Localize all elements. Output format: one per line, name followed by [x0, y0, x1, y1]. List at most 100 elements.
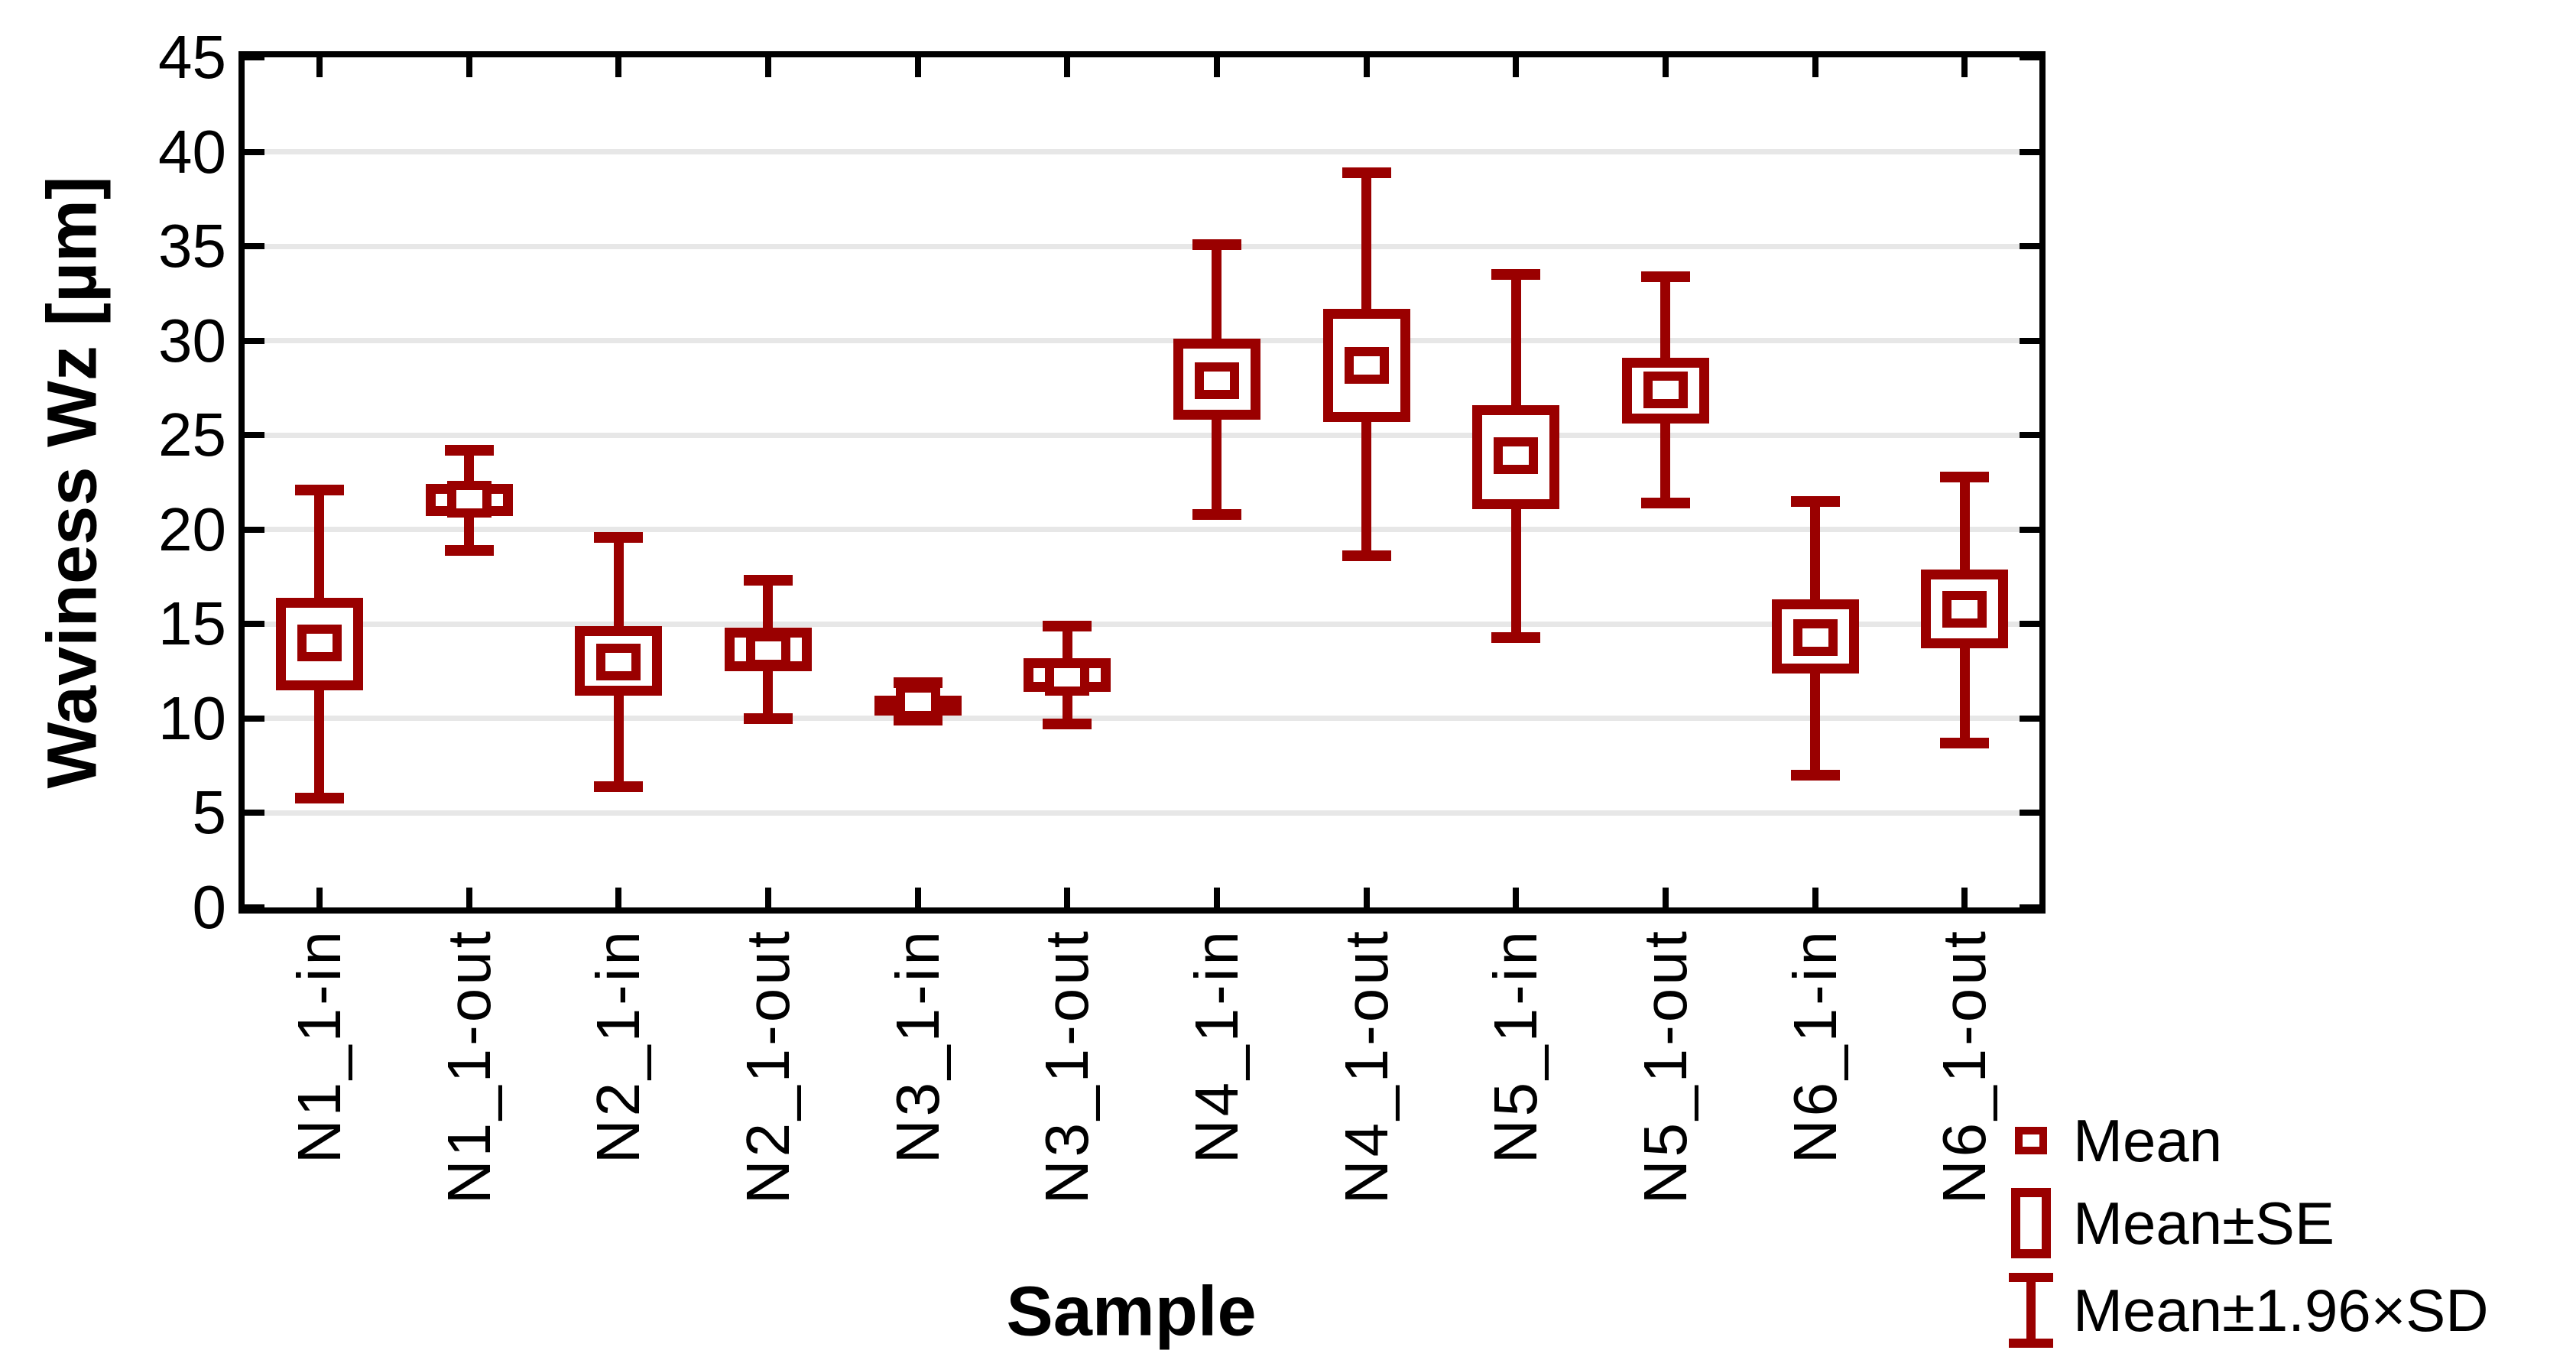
legend-mean-square-swatch [2015, 1127, 2047, 1154]
h-gridline-30 [245, 338, 2039, 344]
sd-whisker-cap-top [294, 484, 344, 495]
x-tick-label-text: N4_1-out [1332, 928, 1400, 1205]
h-gridline-10 [245, 716, 2039, 722]
sd-whisker-cap-top [1192, 239, 1241, 250]
x-tick-bottom-10 [1812, 888, 1818, 907]
sd-whisker-cap-bottom [1640, 498, 1690, 509]
x-tick-bottom-3 [764, 888, 771, 907]
y-tick-left-25 [245, 432, 264, 439]
legend-label-3: Mean±1.96×SD [2073, 1277, 2489, 1344]
legend-sd-whisker-cap-top [2009, 1273, 2053, 1282]
y-tick-left-45 [245, 54, 264, 60]
x-tick-top-8 [1513, 57, 1520, 77]
x-tick-label-text: N5_1-out [1630, 928, 1699, 1205]
x-tick-top-5 [1064, 57, 1071, 77]
h-gridline-40 [245, 149, 2039, 155]
x-tick-top-6 [1213, 57, 1220, 77]
y-tick-left-20 [245, 526, 264, 533]
mean-point [297, 625, 342, 662]
legend-sd-whisker-line [2026, 1277, 2036, 1343]
h-gridline-20 [245, 527, 2039, 533]
x-tick-top-3 [764, 57, 771, 77]
h-gridline-25 [245, 432, 2039, 438]
x-tick-top-10 [1812, 57, 1818, 77]
legend-label-2: Mean±SE [2073, 1190, 2334, 1257]
sd-whisker-cap-bottom [594, 781, 644, 792]
sd-whisker-cap-top [1940, 471, 1990, 482]
y-tick-label-30: 30 [158, 306, 226, 375]
sd-whisker-cap-top [1640, 271, 1690, 282]
x-tick-label-text: N1_1-out [434, 928, 503, 1205]
sd-whisker-cap-bottom [1192, 509, 1241, 520]
sd-whisker-cap-top [1491, 269, 1541, 281]
y-tick-left-0 [245, 904, 264, 910]
se-box [1173, 339, 1260, 420]
y-tick-right-40 [2020, 148, 2039, 155]
x-tick-bottom-9 [1662, 888, 1669, 907]
sd-whisker-cap-top [594, 531, 644, 543]
x-tick-label-text: N2_1-in [584, 928, 653, 1164]
x-axis-title-text: Sample [1006, 1272, 1257, 1351]
y-tick-label-20: 20 [158, 495, 226, 563]
mean-point [596, 643, 641, 680]
y-tick-left-30 [245, 337, 264, 344]
x-tick-bottom-11 [1961, 888, 1968, 907]
x-tick-label-text: N3_1-out [1033, 928, 1101, 1205]
se-box [1771, 599, 1859, 674]
y-tick-label-5: 5 [192, 778, 227, 847]
sd-whisker-cap-bottom [1491, 631, 1541, 643]
h-gridline-35 [245, 243, 2039, 249]
mean-point [1643, 371, 1688, 408]
x-tick-bottom-6 [1213, 888, 1220, 907]
sd-whisker-cap-bottom [1790, 770, 1840, 781]
y-tick-label-35: 35 [158, 212, 226, 281]
x-tick-top-11 [1961, 57, 1968, 77]
x-tick-bottom-5 [1064, 888, 1071, 907]
plot-frame [238, 51, 2046, 914]
mean-point [745, 631, 790, 669]
sd-whisker-cap-top [1342, 167, 1391, 178]
y-tick-right-15 [2020, 621, 2039, 628]
y-tick-right-10 [2020, 715, 2039, 722]
mean-point [1194, 362, 1239, 399]
mean-point [1045, 658, 1090, 696]
sd-whisker-cap-bottom [743, 712, 793, 724]
sd-whisker-cap-top [1790, 495, 1840, 507]
mean-point [1344, 346, 1389, 384]
y-tick-right-35 [2020, 243, 2039, 250]
y-tick-label-10: 10 [158, 683, 226, 752]
mean-point [1494, 437, 1539, 475]
y-tick-label-45: 45 [158, 23, 226, 91]
h-gridline-15 [245, 621, 2039, 627]
x-tick-bottom-2 [615, 888, 622, 907]
h-gridline-5 [245, 810, 2039, 816]
mean-point [895, 683, 940, 720]
x-tick-label-text: N5_1-in [1481, 928, 1550, 1164]
sd-whisker-cap-bottom [294, 792, 344, 803]
mean-point [1792, 618, 1838, 656]
y-tick-label-25: 25 [158, 401, 226, 469]
legend-label-1: Mean [2073, 1107, 2223, 1174]
x-tick-top-1 [466, 57, 472, 77]
y-tick-right-25 [2020, 432, 2039, 439]
y-tick-label-0: 0 [192, 873, 227, 941]
y-tick-right-0 [2020, 904, 2039, 910]
x-tick-label-text: N4_1-in [1182, 928, 1251, 1164]
x-tick-label-text: N6_1-out [1930, 928, 1999, 1205]
y-tick-left-5 [245, 810, 264, 816]
sd-whisker-cap-top [743, 575, 793, 586]
y-tick-left-35 [245, 243, 264, 250]
se-box [1472, 404, 1560, 509]
y-tick-left-15 [245, 621, 264, 628]
sd-whisker-cap-bottom [1940, 738, 1990, 748]
sd-whisker-cap-bottom [444, 544, 494, 556]
x-tick-bottom-0 [316, 888, 323, 907]
y-tick-right-20 [2020, 526, 2039, 533]
x-tick-bottom-7 [1363, 888, 1370, 907]
x-tick-top-9 [1662, 57, 1669, 77]
x-tick-label-text: N3_1-in [883, 928, 952, 1164]
sd-whisker-cap-bottom [1043, 719, 1092, 730]
legend-se-box-swatch [2011, 1188, 2051, 1258]
sd-whisker-cap-bottom [1342, 550, 1391, 562]
